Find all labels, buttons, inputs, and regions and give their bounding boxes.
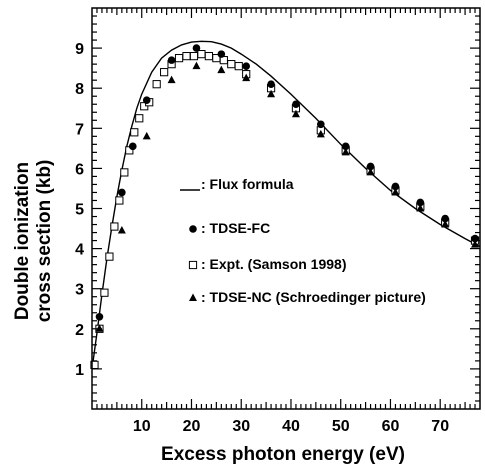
expt-point — [152, 80, 161, 89]
legend-marker — [188, 260, 198, 270]
y-tick-label: 7 — [75, 121, 84, 138]
tdse-fc-point — [391, 182, 400, 191]
legend-tdse-nc: : TDSE-NC (Schroedinger picture) — [189, 289, 426, 305]
tdse-fc-point — [416, 198, 425, 207]
tdse-nc-point — [341, 147, 350, 156]
y-axis-label-line2: cross section (kb) — [34, 160, 55, 323]
expt-point — [135, 114, 144, 123]
x-tick-label: 60 — [382, 418, 400, 435]
legend-tdse-fc: : TDSE-FC — [189, 220, 270, 236]
tdse-nc-point — [117, 226, 126, 234]
x-tick-label: 50 — [332, 418, 350, 435]
tdse-nc-point — [167, 75, 176, 84]
tdse-nc-point — [142, 131, 151, 140]
legend-expt: : Expt. (Samson 1998) — [188, 256, 347, 272]
expt-point — [174, 54, 184, 63]
x-tick-label: 30 — [232, 418, 250, 435]
tdse-nc-point — [192, 61, 201, 70]
tdse-fc-point — [217, 50, 226, 58]
y-tick-label: 6 — [75, 161, 84, 178]
tdse-nc-point — [242, 73, 251, 82]
expt-point — [234, 62, 243, 71]
tdse-fc-point — [242, 62, 251, 70]
tdse-nc-point — [291, 109, 300, 118]
series-layer — [90, 40, 481, 369]
expt-point — [188, 260, 198, 270]
tdse-nc-point — [95, 324, 104, 332]
tdse-nc-point — [471, 240, 480, 248]
expt-point — [189, 52, 199, 61]
tdse-fc-point — [189, 225, 197, 233]
expt-point — [182, 52, 191, 61]
axes-layer: 10 20 30 40 50 60 70 1 2 3 4 5 6 7 8 9 — [75, 7, 481, 435]
expt-point — [120, 168, 129, 177]
expt-point — [100, 288, 109, 297]
legend: : Flux formula : TDSE-FC : Expt. (Samson 1… — [180, 176, 426, 305]
y-tick-label: 4 — [75, 242, 84, 259]
tdse-fc-point — [95, 312, 104, 321]
series-line — [91, 40, 481, 369]
tdse-nc-point — [416, 204, 425, 212]
expt-point — [160, 68, 169, 77]
tdse-fc-point — [441, 214, 449, 223]
tdse-fc-point — [292, 100, 300, 109]
x-tick-label: 70 — [431, 418, 449, 435]
tdse-nc-point — [189, 293, 197, 301]
tdse-fc-point — [341, 142, 350, 151]
y-tick-label: 5 — [75, 202, 84, 219]
y-tick-label: 2 — [75, 322, 84, 339]
x-tick-label: 40 — [282, 418, 300, 435]
y-tick-label: 1 — [75, 362, 84, 379]
tdse-fc-point — [366, 162, 375, 171]
tdse-nc-point — [391, 187, 400, 196]
tdse-fc-point — [317, 120, 325, 129]
legend-label: : Flux formula — [201, 176, 294, 192]
x-axis-label: Excess photon energy (eV) — [161, 444, 405, 465]
x-tick-label: 20 — [183, 418, 201, 435]
tdse-fc-point — [118, 188, 126, 197]
series-circle — [95, 44, 479, 321]
tdse-nc-point — [441, 220, 450, 228]
y-tick-label: 3 — [75, 282, 84, 299]
expt-point — [130, 128, 139, 137]
legend-flux-formula: : Flux formula — [180, 176, 294, 192]
tdse-nc-point — [366, 167, 375, 176]
expt-point — [204, 52, 213, 61]
y-axis-label-line1: Double ionization — [12, 162, 33, 320]
legend-marker — [189, 293, 197, 301]
tdse-fc-point — [267, 80, 275, 88]
y-tick-label: 9 — [75, 41, 84, 58]
series-triangle — [95, 61, 480, 332]
legend-label: : TDSE-NC (Schroedinger picture) — [201, 289, 426, 305]
legend-label: : Expt. (Samson 1998) — [201, 256, 347, 272]
x-tick-label: 10 — [133, 418, 151, 435]
expt-point — [197, 50, 206, 59]
expt-point — [115, 196, 124, 205]
flux-formula-line — [91, 40, 481, 369]
y-tick-label: 8 — [75, 81, 84, 98]
tdse-fc-point — [142, 96, 151, 105]
expt-point — [227, 60, 236, 69]
expt-point — [110, 222, 119, 231]
tdse-nc-point — [316, 129, 325, 138]
tdse-fc-point — [192, 44, 201, 52]
tdse-fc-point — [128, 142, 137, 151]
legend-label: : TDSE-FC — [201, 220, 270, 236]
tdse-fc-point — [471, 234, 479, 243]
expt-point — [105, 252, 114, 261]
tdse-nc-point — [217, 65, 226, 74]
tdse-fc-point — [167, 56, 176, 64]
legend-marker — [189, 225, 197, 233]
tdse-nc-point — [267, 89, 276, 98]
